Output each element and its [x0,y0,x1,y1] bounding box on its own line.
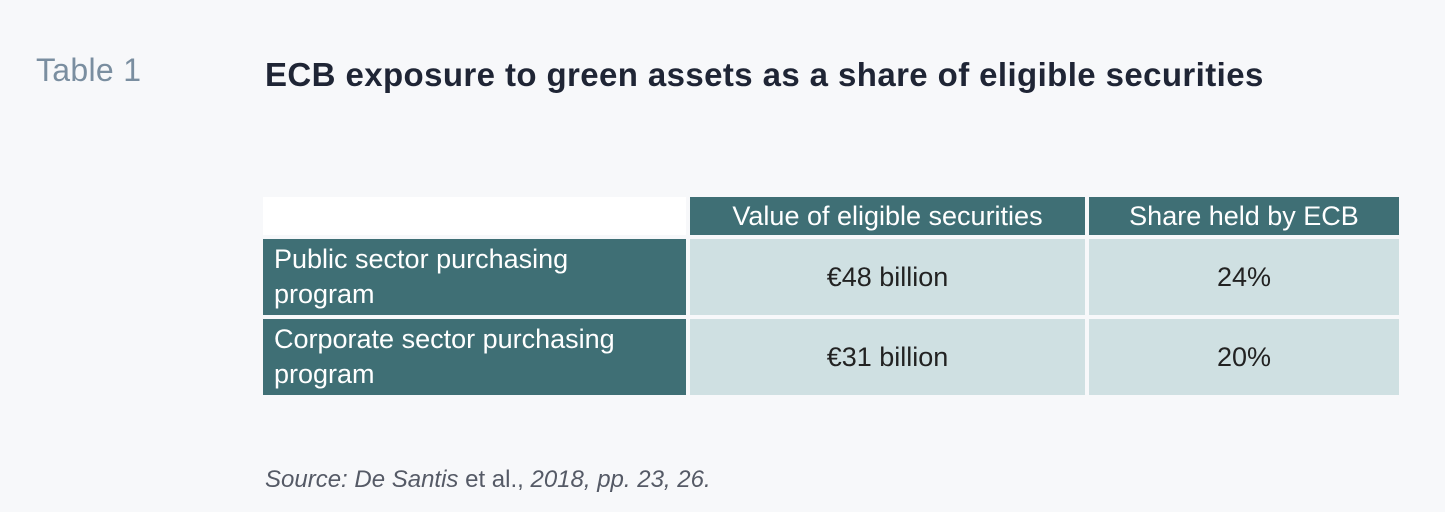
source-prefix: Source: De Santis [265,466,459,493]
cell-corporate-share: 20% [1089,319,1399,395]
cell-public-share: 24% [1089,239,1399,315]
header-row: Value of eligible securities Share held … [263,197,1399,235]
row-header-corporate-sector: Corporate sector purchasing program [263,319,686,395]
row-header-public-sector: Public sector purchasing program [263,239,686,315]
source-suffix: 2018, pp. 23, 26. [523,466,711,493]
row-header-line: Public sector purchasing [274,244,569,274]
table-row: Corporate sector purchasing program €31 … [263,319,1399,395]
table-row: Public sector purchasing program €48 bil… [263,239,1399,315]
source-note: Source: De Santis et al., 2018, pp. 23, … [265,466,711,494]
row-header-line: program [274,359,375,389]
empty-corner-cell [263,197,686,235]
column-header-share: Share held by ECB [1089,197,1399,235]
table-number-label: Table 1 [36,52,142,88]
column-header-value: Value of eligible securities [690,197,1085,235]
table-title: ECB exposure to green assets as a share … [265,56,1264,93]
row-header-line: Corporate sector purchasing [274,324,615,354]
row-header-line: program [274,279,375,309]
cell-corporate-value: €31 billion [690,319,1085,395]
source-middle: et al., [458,466,524,493]
data-table: Value of eligible securities Share held … [259,193,1403,399]
cell-public-value: €48 billion [690,239,1085,315]
